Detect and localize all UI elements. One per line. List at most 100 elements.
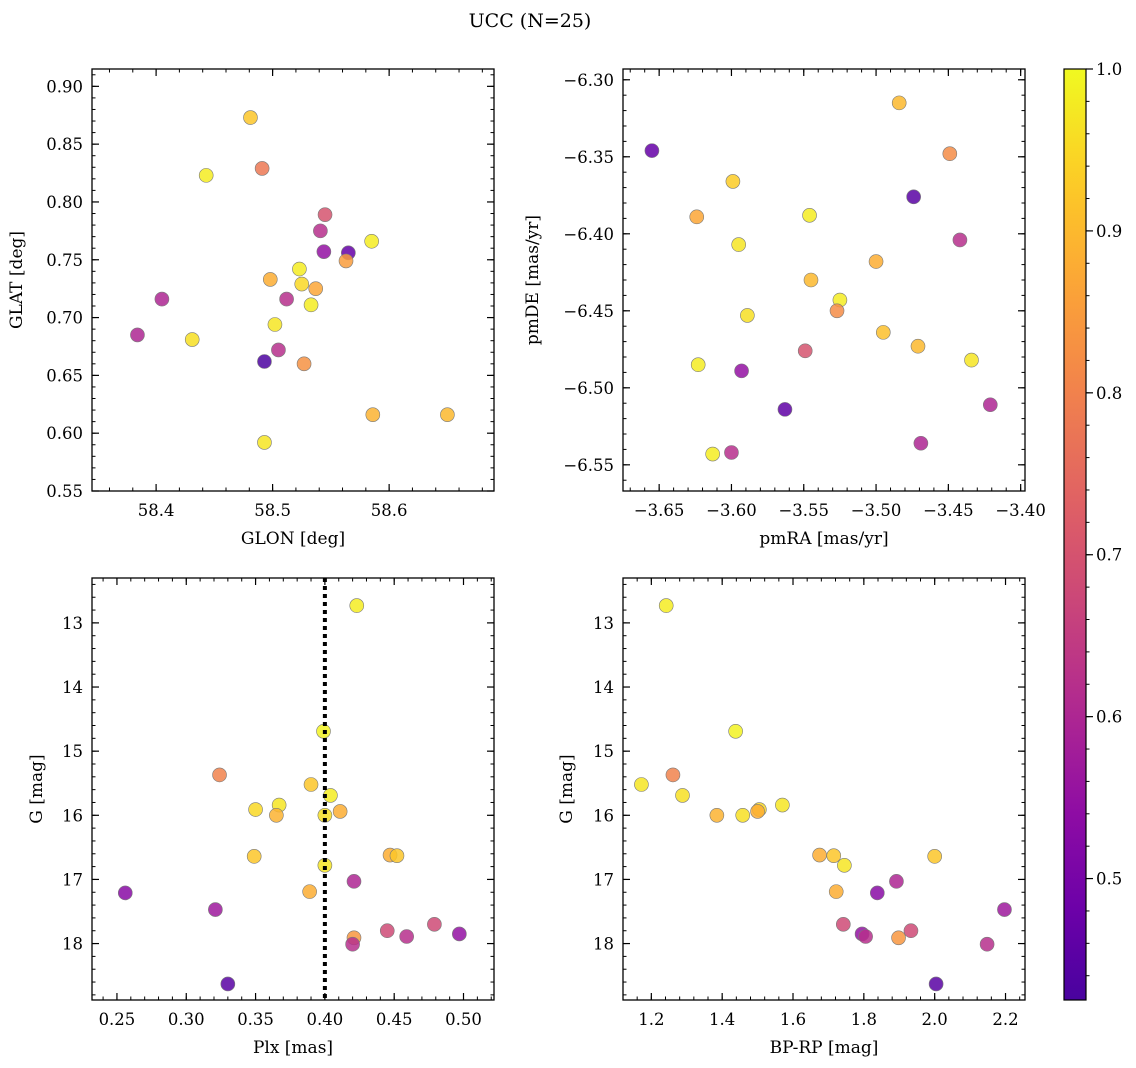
x-tick-label: 58.5	[254, 501, 291, 520]
scatter-point	[725, 174, 741, 189]
colorbar-gradient	[1063, 68, 1087, 1001]
y-tick-label: 13	[593, 614, 614, 633]
scatter-point	[634, 777, 649, 792]
y-tick-label: 0.55	[46, 482, 83, 501]
scatter-point	[812, 847, 827, 863]
scatter-point	[208, 902, 223, 917]
panel-3: 0.25 0.30 0.35 0.40 0.45 0.50 13 14 15 16 17 18 Plx …	[27, 577, 495, 1058]
scatter-point	[928, 976, 944, 992]
y-axis-label: GLAT [deg]	[7, 231, 27, 329]
scatter-point	[184, 332, 200, 347]
y-tick-label: 17	[62, 870, 83, 889]
scatter-point	[997, 902, 1012, 917]
x-tick-label: −3.60	[706, 501, 757, 520]
y-tick-label: −6.35	[563, 148, 614, 167]
y-axis-label: pmDE [mas/yr]	[523, 215, 543, 345]
scatter-point	[870, 885, 885, 901]
scatter-point	[349, 598, 365, 613]
scatter-point	[891, 930, 906, 946]
colorbar-tick-label: 1.0	[1096, 60, 1122, 79]
scatter-point	[891, 95, 907, 111]
scatter-point	[346, 874, 362, 889]
colorbar-tick-label: 0.7	[1096, 546, 1122, 565]
scatter-point	[262, 272, 278, 287]
colorbar-tick-label: 0.8	[1096, 384, 1122, 403]
x-axis-label: Plx [mas]	[253, 1038, 333, 1058]
y-tick-label: 0.80	[46, 193, 83, 212]
scatter-point	[243, 110, 258, 125]
scatter-point	[731, 237, 746, 252]
scatter-point	[797, 343, 813, 359]
x-tick-label: 1.8	[851, 1010, 877, 1029]
panel-2: −3.65 −3.60 −3.55 −3.50 −3.45 −3.40 −6.55 −6.50…	[523, 68, 1046, 549]
scatter-point	[317, 207, 333, 222]
y-tick-label: 15	[593, 742, 614, 761]
scatter-point	[705, 446, 720, 462]
scatter-point	[389, 848, 405, 863]
scatter-point	[269, 807, 284, 823]
scatter-point	[690, 357, 706, 373]
scatter-point	[130, 327, 145, 343]
scatter-point	[257, 435, 272, 450]
scatter-point	[802, 208, 817, 223]
scatter-point	[740, 308, 755, 323]
axes-frame	[622, 68, 1026, 492]
scatter-point	[826, 848, 842, 863]
x-tick-label: 1.4	[709, 1010, 735, 1029]
scatter-point	[644, 143, 660, 158]
scatter-point	[675, 788, 690, 803]
scatter-point	[979, 936, 995, 952]
y-tick-label: −6.45	[563, 302, 614, 321]
x-axis-label: GLON [deg]	[241, 529, 345, 549]
scatter-point	[858, 929, 873, 944]
colorbar-tick-label: 0.6	[1096, 708, 1122, 727]
x-tick-label: 58.4	[138, 501, 175, 520]
scatter-point	[735, 807, 751, 823]
scatter-point	[308, 281, 324, 296]
scatter-point	[828, 884, 844, 899]
axes-frame	[91, 68, 495, 492]
scatter-point	[777, 402, 793, 417]
scatter-point	[942, 146, 958, 162]
scatter-point	[689, 209, 705, 225]
y-tick-label: 0.70	[46, 309, 83, 328]
colorbar-tick-label: 0.9	[1096, 222, 1122, 241]
scatter-point	[868, 254, 884, 269]
scatter-point	[427, 917, 442, 932]
x-tick-label: 1.2	[638, 1010, 664, 1029]
y-tick-label: 14	[593, 678, 614, 697]
scatter-point	[294, 276, 310, 292]
scatter-point	[709, 807, 725, 823]
scatter-point	[927, 849, 942, 864]
x-tick-label: 0.25	[99, 1010, 136, 1029]
scatter-point	[913, 435, 929, 451]
scatter-point	[303, 297, 319, 313]
scatter-point	[332, 804, 348, 819]
x-tick-label: 0.35	[237, 1010, 274, 1029]
scatter-point	[303, 777, 319, 792]
x-tick-label: 58.6	[371, 501, 408, 520]
scatter-point	[875, 325, 891, 340]
scatter-point	[728, 723, 743, 739]
scatter-point	[279, 291, 294, 307]
y-tick-label: 16	[62, 806, 83, 825]
scatter-point	[829, 303, 845, 319]
scatter-point	[220, 976, 236, 992]
scatter-point	[952, 232, 968, 248]
axes-frame	[91, 577, 495, 1001]
y-axis-label: G [mag]	[557, 754, 577, 823]
x-axis-label: BP-RP [mag]	[770, 1038, 879, 1058]
x-tick-label: −3.55	[778, 501, 829, 520]
y-tick-label: 16	[593, 806, 614, 825]
x-tick-label: 2.0	[922, 1010, 948, 1029]
scatter-point	[399, 929, 414, 944]
colorbar: 0.5 0.6 0.7 0.8 0.9 1.0	[1063, 60, 1122, 1001]
scatter-point	[248, 802, 263, 817]
scatter-point	[903, 923, 919, 939]
scatter-point	[379, 923, 395, 939]
scatter-point	[910, 338, 926, 354]
colorbar-tick-label: 0.5	[1096, 870, 1122, 889]
figure-title: UCC (N=25)	[469, 10, 592, 32]
x-axis-label: pmRA [mas/yr]	[759, 529, 888, 549]
